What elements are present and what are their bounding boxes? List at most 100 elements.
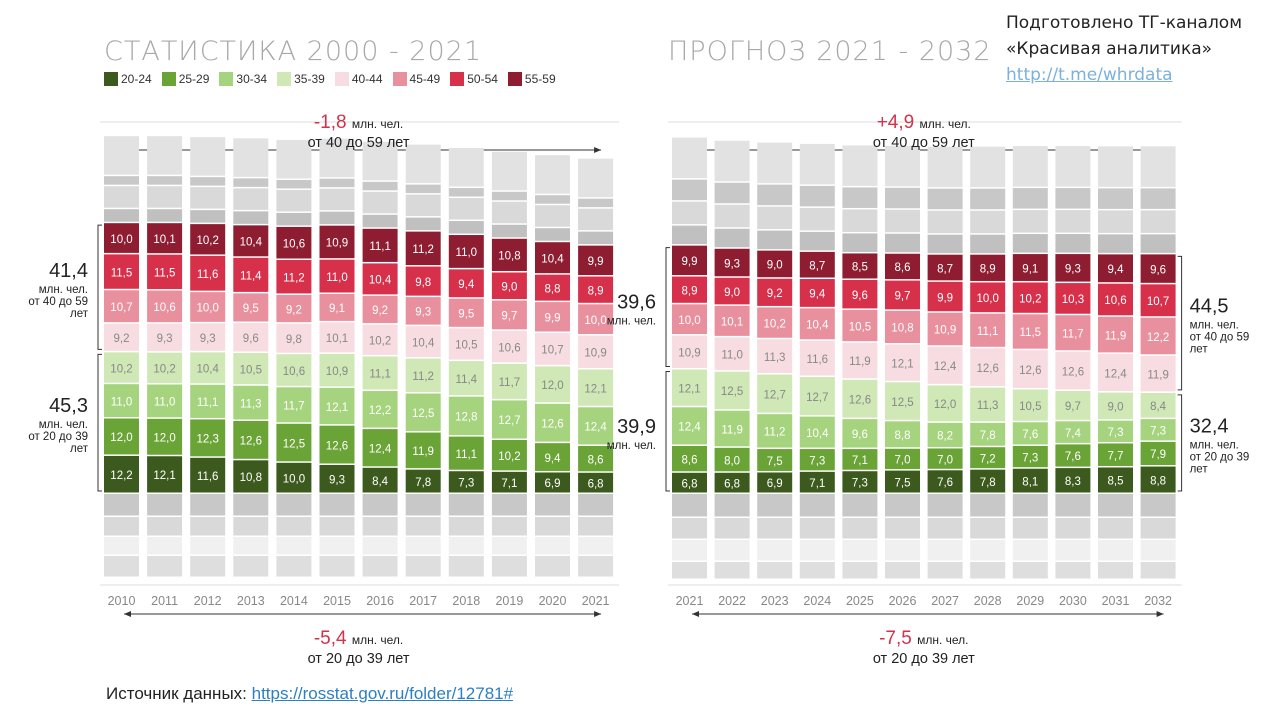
bar-segment [491, 363, 527, 399]
bar-segment [578, 445, 614, 472]
filler-segment [842, 518, 878, 539]
filler-segment [104, 556, 139, 577]
filler-segment [1055, 188, 1091, 209]
filler-segment [319, 211, 355, 225]
bar-value-label: 11,2 [412, 244, 434, 256]
filler-segment [190, 537, 226, 555]
x-tick-label: 2027 [931, 594, 959, 608]
group-total-value: 32,4 [1190, 415, 1229, 437]
bar-segment [535, 274, 570, 301]
bar-segment [757, 414, 793, 448]
filler-segment [672, 540, 707, 561]
bracket-line [1177, 255, 1183, 391]
bar-segment [970, 313, 1006, 347]
bracket-line [1177, 394, 1183, 492]
filler-segment [276, 517, 312, 536]
filler-segment [535, 556, 570, 577]
credit-link[interactable]: http://t.me/whrdata [1006, 65, 1173, 85]
bar-value-label: 9,9 [682, 256, 698, 268]
bar-value-label: 9,4 [1108, 264, 1125, 276]
bar-value-label: 12,0 [153, 433, 175, 445]
bar-value-label: 11,2 [283, 272, 305, 284]
bar-segment [491, 238, 527, 271]
filler-segment [535, 155, 570, 194]
filler-segment [1098, 188, 1133, 209]
bar-value-label: 6,8 [682, 478, 698, 490]
bar-segment [927, 254, 963, 281]
bar-value-label: 7,1 [501, 478, 517, 490]
bar-value-label: 12,1 [891, 358, 913, 370]
source-line: Источник данных: https://rosstat.gov.ru/… [106, 684, 513, 704]
filler-segment [927, 210, 963, 234]
group-total-unit: млн. чел. [1190, 439, 1239, 451]
bar-value-label: 12,5 [283, 438, 305, 450]
x-tick-label: 2021 [676, 594, 704, 608]
bar-segment [405, 326, 441, 358]
bar-segment [927, 312, 963, 346]
bar-segment [1055, 444, 1091, 467]
filler-segment [757, 562, 793, 579]
bar-value-label: 11,1 [456, 449, 478, 461]
bar-segment [147, 223, 183, 254]
filler-segment [405, 144, 441, 184]
filler-segment [405, 194, 441, 217]
filler-segment [233, 537, 269, 555]
x-tick-label: 2031 [1102, 594, 1130, 608]
bar-value-label: 8,6 [682, 454, 698, 466]
filler-segment [842, 562, 878, 579]
bar-value-label: 11,5 [154, 268, 176, 280]
filler-segment [190, 210, 226, 223]
filler-segment [448, 148, 484, 187]
filler-segment [276, 494, 312, 516]
filler-segment [276, 537, 312, 555]
bar-value-label: 11,6 [197, 269, 219, 281]
bar-value-label: 10,6 [283, 238, 305, 250]
filler-segment [147, 186, 183, 208]
bar-value-label: 9,6 [1150, 264, 1166, 276]
filler-segment [714, 518, 750, 539]
bar-value-label: 7,3 [1108, 427, 1124, 439]
bar-segment [1098, 254, 1133, 283]
filler-segment [405, 537, 441, 555]
bar-segment [799, 308, 835, 340]
bar-value-label: 10,5 [240, 364, 262, 376]
bar-value-label: 11,9 [721, 424, 743, 436]
bar-segment [970, 387, 1006, 422]
bar-value-label: 10,8 [498, 251, 520, 263]
bar-segment [799, 471, 835, 493]
bar-value-label: 9,0 [724, 287, 740, 299]
bar-value-label: 12,7 [498, 415, 520, 427]
bar-segment [104, 323, 139, 351]
bar-segment [885, 253, 920, 280]
legend-item-20-24: 20-24 [104, 72, 152, 86]
chart-title-forecast: ПРОГНОЗ 2021 - 2032 [668, 36, 992, 67]
bar-segment [233, 293, 269, 322]
filler-segment [927, 540, 963, 561]
bar-value-label: 9,6 [852, 429, 868, 441]
bar-segment [233, 225, 269, 257]
filler-segment [842, 494, 878, 517]
bar-segment [1055, 468, 1091, 493]
filler-segment [405, 556, 441, 577]
filler-segment [190, 517, 226, 536]
bar-value-label: 10,9 [678, 348, 700, 360]
bar-segment [491, 330, 527, 363]
group-total-unit: лет [1190, 463, 1209, 475]
bar-value-label: 8,5 [1108, 476, 1124, 488]
bar-segment [233, 257, 269, 292]
bar-value-label: 10,5 [1019, 401, 1041, 413]
bar-value-label: 7,2 [980, 453, 996, 465]
change-range: от 40 до 59 лет [873, 135, 975, 151]
filler-segment [233, 556, 269, 577]
bar-value-label: 10,0 [584, 315, 606, 327]
group-total-unit: лет [1190, 344, 1209, 356]
source-link[interactable]: https://rosstat.gov.ru/folder/12781# [251, 684, 514, 703]
filler-segment [448, 556, 484, 577]
arrow-head-left [692, 611, 699, 617]
bar-segment [1098, 316, 1133, 353]
bar-value-label: 7,8 [980, 477, 996, 489]
bar-segment [1098, 420, 1133, 442]
change-annotation: +4,9 млн. чел. [877, 112, 971, 133]
bar-segment [578, 304, 614, 335]
bar-value-label: 7,8 [415, 477, 431, 489]
